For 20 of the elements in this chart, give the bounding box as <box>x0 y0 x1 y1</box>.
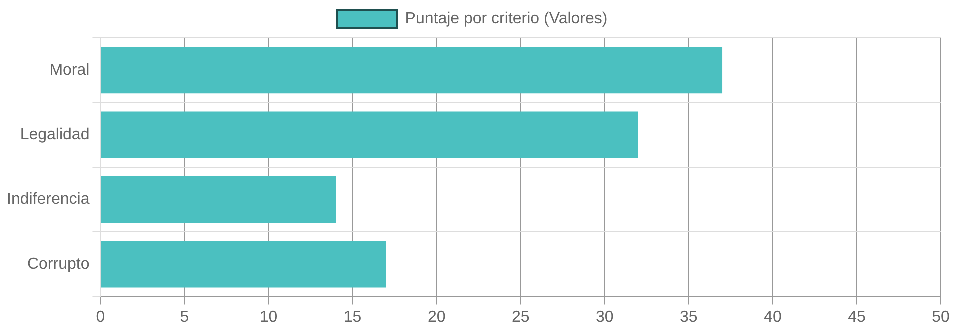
y-tick-label: Moral <box>50 62 90 79</box>
bar <box>101 241 386 288</box>
x-tick-label: 10 <box>260 308 278 326</box>
y-tick-label: Indiferencia <box>7 191 90 208</box>
x-tick-label: 15 <box>344 308 362 326</box>
y-tick-label: Legalidad <box>20 126 90 144</box>
x-tick-label: 0 <box>96 308 106 326</box>
bar <box>101 112 638 158</box>
bar <box>101 176 336 224</box>
x-tick-label: 25 <box>512 308 530 326</box>
x-tick-label: 40 <box>764 308 782 326</box>
x-tick-label: 35 <box>680 308 698 326</box>
x-tick-label: 20 <box>428 308 446 326</box>
x-tick-label: 50 <box>932 308 950 326</box>
x-tick-label: 45 <box>848 308 866 326</box>
x-tick-label: 5 <box>180 308 190 326</box>
bar <box>101 47 723 94</box>
x-tick-label: 30 <box>596 308 614 326</box>
legend-label: Puntaje por criterio (Valores) <box>405 10 608 28</box>
y-tick-label: Corrupto <box>27 256 90 273</box>
